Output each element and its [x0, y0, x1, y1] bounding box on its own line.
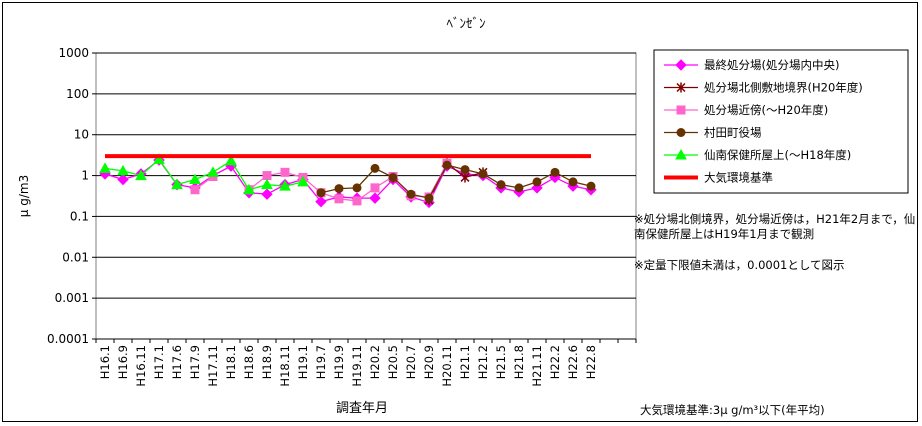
x-tick-label: H20.11 — [440, 345, 454, 387]
x-tick-label: H18.6 — [242, 345, 256, 379]
y-tick-label: 0.001 — [55, 291, 89, 305]
series-3-point — [460, 165, 470, 175]
y-tick-label: 0.01 — [62, 250, 89, 264]
series-3-point — [586, 181, 596, 191]
y-tick-label: 1 — [81, 169, 89, 183]
x-tick-label: H22.8 — [584, 345, 598, 379]
x-tick-label: H20.7 — [404, 345, 418, 379]
x-tick-label: H21.1 — [458, 345, 472, 379]
chart-notes: ※処分場北側境界，処分場近傍は，H21年2月まで，仙南保健所屋上はH19年1月ま… — [634, 212, 916, 289]
series-4-point — [189, 173, 201, 185]
legend-swatch-marker — [676, 82, 686, 93]
x-tick-label: H17.1 — [152, 345, 166, 379]
series-1-point — [460, 172, 470, 183]
series-4-point — [297, 175, 309, 187]
x-tick-label: H17.9 — [188, 345, 202, 379]
series-4-point — [153, 153, 165, 164]
x-tick-label: H18.11 — [278, 345, 292, 387]
series-2-point — [352, 196, 362, 206]
series-0-point — [369, 192, 381, 204]
x-tick-label: H21.5 — [494, 345, 508, 379]
legend-swatch-marker — [676, 128, 686, 137]
series-4-point — [279, 180, 291, 191]
series-3-line — [320, 164, 592, 199]
series-3-point — [442, 160, 452, 170]
x-axis-label: 調査年月 — [336, 401, 388, 416]
y-tick-label: 0.0001 — [47, 332, 89, 346]
series-3-point — [316, 188, 326, 198]
y-tick-label: 1000 — [58, 46, 89, 60]
series-3-point — [352, 183, 362, 193]
series-2-point — [370, 183, 380, 193]
legend-label: 大気環境基準 — [704, 171, 773, 185]
x-tick-label: H17.6 — [170, 345, 184, 379]
y-tick-label: 10 — [74, 128, 89, 142]
series-3-point — [568, 177, 578, 187]
x-tick-label: H20.5 — [386, 345, 400, 379]
x-tick-label: H19.11 — [350, 345, 364, 387]
series-4-point — [207, 166, 219, 177]
legend-box — [653, 49, 909, 194]
series-4-point — [261, 178, 273, 190]
series-3-point — [406, 189, 416, 199]
series-3-point — [370, 163, 380, 173]
x-tick-label: H20.2 — [368, 345, 382, 379]
legend-swatch-marker — [675, 148, 687, 160]
x-tick-label: H16.9 — [116, 345, 130, 379]
series-3-point — [424, 193, 434, 203]
x-tick-label: H22.6 — [566, 345, 580, 379]
legend-label: 仙南保健所屋上(～H18年度) — [704, 148, 851, 162]
series-4-point — [225, 154, 237, 166]
x-tick-label: H19.1 — [296, 345, 310, 379]
series-2-point — [334, 194, 344, 204]
series-2-point — [190, 185, 200, 195]
series-3-point — [532, 177, 542, 187]
series-3-point — [334, 184, 344, 194]
series-3-point — [550, 167, 560, 177]
x-tick-label: H19.7 — [314, 345, 328, 379]
plot-area — [95, 52, 637, 340]
chart-title: ﾍﾞﾝｾﾞﾝ — [447, 17, 486, 32]
x-tick-label: H18.9 — [260, 345, 274, 379]
x-tick-label: H18.1 — [224, 345, 238, 379]
legend-swatch-marker — [676, 105, 686, 115]
x-tick-label: H21.2 — [476, 345, 490, 379]
series-4-point — [135, 169, 147, 181]
y-axis-label: μ g/m3 — [17, 175, 31, 217]
series-0-point — [117, 173, 129, 186]
legend-label: 村田町役場 — [704, 126, 762, 140]
x-tick-label: H21.8 — [512, 345, 526, 379]
legend-label: 処分場近傍(～H20年度) — [704, 103, 828, 117]
x-tick-label: H21.11 — [530, 345, 544, 387]
note-observation-period: ※処分場北側境界，処分場近傍は，H21年2月まで，仙南保健所屋上はH19年1月ま… — [634, 212, 916, 241]
series-2-point — [262, 171, 272, 181]
x-tick-label: H20.9 — [422, 345, 436, 379]
x-tick-label: H19.9 — [332, 345, 346, 379]
series-4-point — [99, 162, 111, 173]
series-2-point — [280, 167, 290, 177]
series-0-point — [261, 188, 273, 200]
note-detection-limit: ※定量下限値未満は，0.0001として図示 — [634, 258, 845, 272]
x-tick-label: H16.11 — [134, 345, 148, 387]
legend-swatch-marker — [675, 59, 687, 71]
series-3-point — [514, 183, 524, 193]
series-4-point — [117, 164, 129, 176]
series-4-point — [171, 178, 183, 190]
series-3-point — [478, 169, 488, 179]
series-3-point — [388, 172, 398, 182]
x-tick-label: H22.2 — [548, 345, 562, 379]
series-3-point — [496, 180, 506, 190]
legend-label: 最終処分場(処分場内中央) — [704, 58, 839, 72]
series-0-line — [104, 159, 592, 204]
legend-label: 処分場北側敷地境界(H20年度) — [704, 81, 863, 95]
x-tick-label: H16.1 — [98, 345, 112, 379]
x-tick-label: H17.11 — [206, 345, 220, 387]
series-4-point — [243, 183, 255, 195]
y-tick-label: 100 — [66, 87, 89, 101]
series-0-point — [315, 195, 327, 208]
standard-footnote: 大気環境基準:3μ g/m³以下(年平均) — [640, 403, 825, 417]
y-tick-label: 0.1 — [70, 209, 89, 223]
